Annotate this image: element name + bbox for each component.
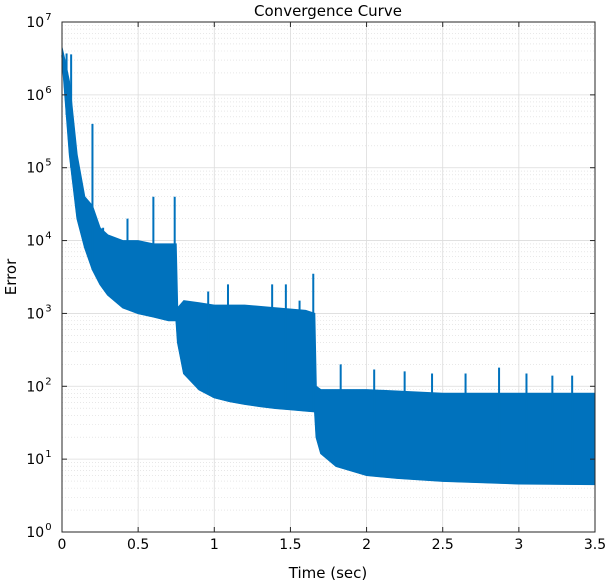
x-tick-label: 2.5 [432, 537, 454, 553]
data-layer [61, 47, 596, 486]
series-floor-line [61, 55, 596, 486]
x-tick-label: 3.5 [584, 537, 606, 553]
x-tick-label: 2 [362, 537, 371, 553]
x-tick-label: 0.5 [127, 537, 149, 553]
plot-frame [61, 21, 596, 533]
x-tick-label: 3 [514, 537, 523, 553]
y-axis-label: Error [2, 258, 20, 295]
chart-title: Convergence Curve [254, 2, 402, 20]
x-tick-label: 0 [58, 537, 67, 553]
grid [61, 21, 596, 533]
x-tick-label: 1.5 [279, 537, 301, 553]
x-axis-label: Time (sec) [288, 564, 367, 582]
x-tick-label: 1 [210, 537, 219, 553]
